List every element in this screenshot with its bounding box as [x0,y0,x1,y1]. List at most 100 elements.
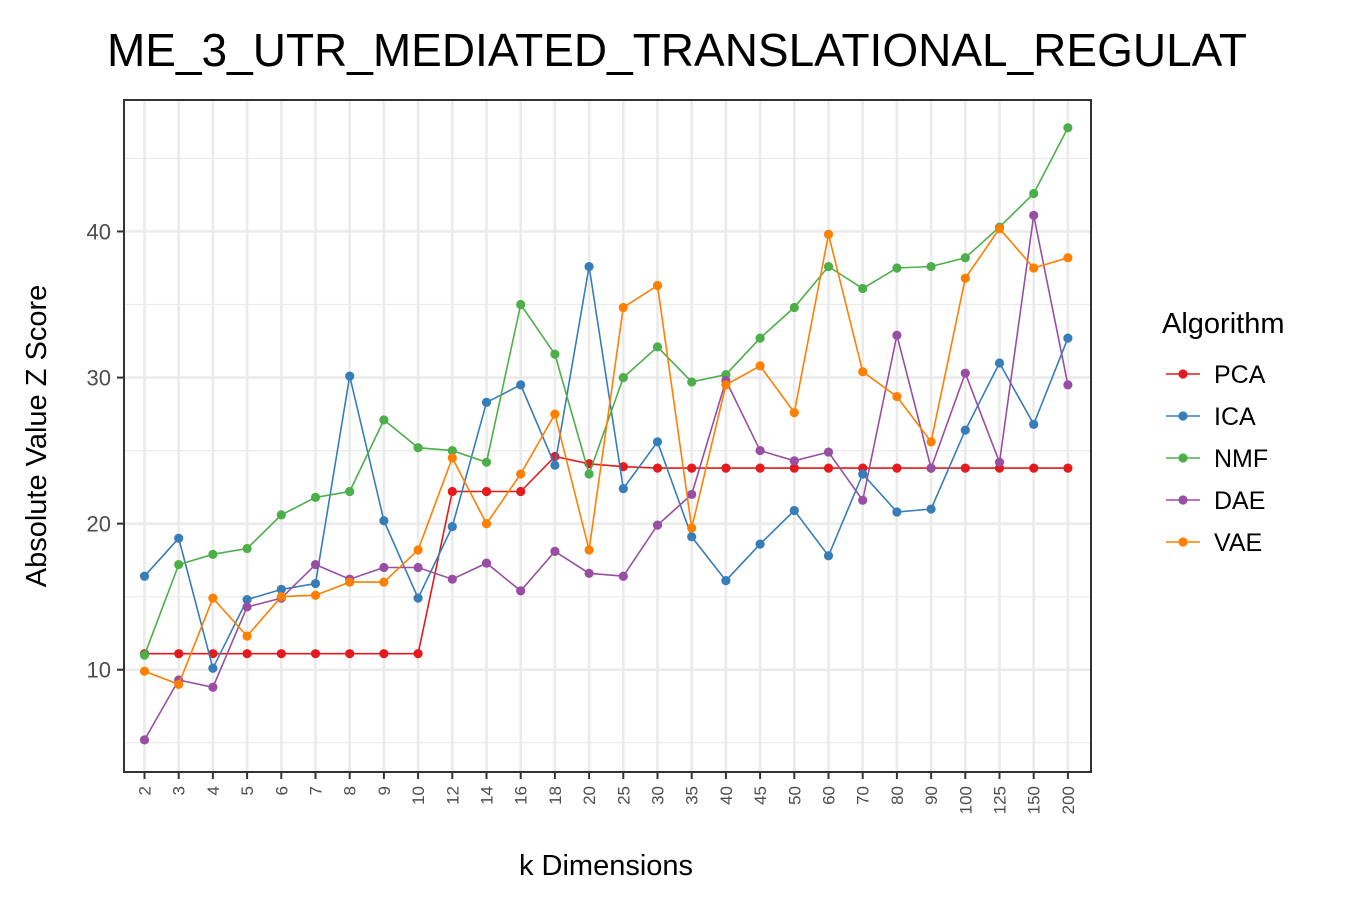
legend-item-dae: DAE [1166,487,1265,515]
data-point-dae [892,330,902,340]
legend-item-pca: PCA [1166,361,1266,389]
x-tick-label: 150 [1025,786,1044,814]
data-point-ica [242,595,252,605]
x-tick-label: 20 [580,786,599,805]
data-point-nmf [892,263,902,273]
data-point-ica [892,507,902,517]
data-point-ica [1063,333,1073,343]
x-tick-label: 12 [443,786,462,805]
data-point-nmf [413,443,423,453]
x-tick-label: 4 [204,786,223,795]
x-tick-label: 200 [1059,786,1078,814]
data-point-vae [310,590,321,600]
x-tick-label: 6 [272,786,291,795]
data-point-dae [379,562,389,573]
data-point-vae [1063,253,1073,263]
data-point-nmf [447,446,457,456]
data-point-vae [139,666,150,676]
data-point-nmf [481,457,492,467]
x-tick-label: 10 [409,786,428,805]
series-pca [139,451,1073,659]
series-line-vae [144,227,1069,686]
data-point-ica [584,261,594,272]
series-layer [139,123,1073,745]
y-axis: 10 20 30 40 [87,219,124,683]
data-point-dae [960,368,970,378]
x-tick-label: 45 [751,786,770,805]
x-tick-label: 16 [512,786,531,805]
data-point-nmf [379,415,389,425]
data-point-nmf [310,492,321,502]
data-point-vae [208,593,218,603]
data-point-dae [926,463,936,473]
data-point-vae [345,577,355,587]
legend-label: DAE [1214,487,1265,515]
x-tick-label: 90 [922,786,941,805]
data-point-ica [960,425,970,435]
data-point-pca [447,486,457,497]
data-point-dae [652,520,663,530]
data-point-ica [447,521,457,532]
data-point-vae [174,679,184,689]
series-vae [139,223,1073,689]
y-tick-label: 30 [87,366,111,391]
data-point-vae [1029,263,1039,273]
data-point-ica [413,593,423,603]
data-point-ica [721,576,731,586]
data-point-ica [345,371,355,381]
x-tick-label: 7 [307,786,326,795]
data-point-nmf [789,302,799,313]
legend: Algorithm PCA ICA NMF DAE VAE [1162,308,1285,557]
data-point-nmf [618,372,628,383]
data-point-dae [550,546,560,557]
legend-label: NMF [1214,445,1268,473]
series-nmf [139,123,1073,660]
data-point-dae [755,446,765,456]
data-point-vae [755,361,765,371]
x-axis-title: k Dimensions [519,850,693,882]
y-tick-label: 40 [87,219,111,244]
data-point-pca [652,463,663,473]
x-tick-label: 125 [991,786,1010,814]
legend-key-point [1178,495,1188,505]
data-point-vae [413,545,423,555]
data-point-pca [481,486,492,497]
data-point-pca [242,649,252,659]
series-line-ica [143,266,1069,671]
data-point-vae [926,437,936,447]
data-point-vae [481,519,492,529]
data-point-ica [687,532,697,542]
x-tick-label: 25 [614,786,633,805]
data-point-dae [823,447,834,457]
series-line-pca [144,455,1068,655]
data-point-dae [687,489,697,500]
data-point-nmf [755,333,765,343]
x-tick-label: 3 [170,786,189,795]
data-point-pca [208,649,218,659]
x-tick-label: 2 [136,786,155,795]
data-point-vae [242,631,252,641]
legend-label: PCA [1214,361,1266,389]
data-point-pca [413,649,423,659]
x-tick-label: 18 [546,786,565,805]
data-point-ica [823,551,834,561]
data-point-ica [755,539,765,549]
data-point-nmf [926,261,936,272]
data-point-pca [174,649,184,659]
y-tick-label: 20 [87,512,111,537]
data-point-nmf [1029,188,1039,199]
data-point-ica [550,460,560,470]
data-point-ica [139,571,150,581]
data-point-nmf [960,253,970,263]
data-point-ica [1029,419,1039,429]
data-point-vae [823,229,834,239]
x-tick-label: 9 [375,786,394,795]
data-point-vae [994,223,1005,234]
data-point-dae [208,682,218,692]
data-point-pca [1029,463,1039,473]
legend-item-ica: ICA [1166,403,1256,431]
legend-item-nmf: NMF [1166,445,1268,473]
data-point-ica [310,578,321,589]
legend-key-point [1178,453,1188,463]
data-point-dae [242,602,252,612]
